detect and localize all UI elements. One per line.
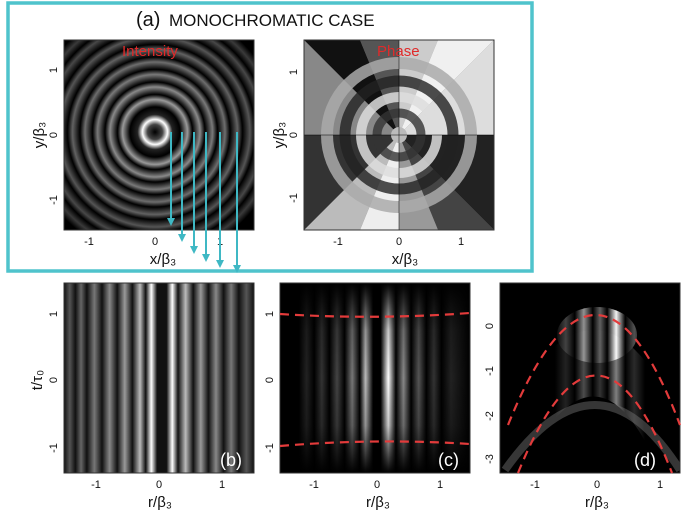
- panel-c-upper-dashed-curve: [279, 311, 471, 318]
- panel-b-x-ticks: -1 0 1: [91, 479, 225, 491]
- phase-image: [304, 40, 494, 230]
- panel-c-tag: (c): [438, 450, 459, 470]
- panel-d-tag: (d): [634, 450, 656, 470]
- phase-xlabel: x/β₃: [392, 251, 418, 268]
- panel-d-ytick: -2: [484, 411, 496, 421]
- panel-d-lower-dashed-curve: [516, 374, 674, 474]
- intensity-label: Intensity: [122, 43, 178, 60]
- phase-xtick: 1: [458, 236, 464, 248]
- panel-b-ytick: 1: [48, 311, 60, 317]
- intensity-ytick: 0: [48, 132, 60, 138]
- panel-b-ytick: -1: [48, 443, 60, 453]
- panel-c-border: [279, 282, 471, 474]
- panel-d-xlabel: r/β₃: [585, 494, 609, 511]
- phase-xtick: -1: [333, 236, 343, 248]
- intensity-ytick: 1: [48, 67, 60, 73]
- panel-c-xtick: 0: [374, 479, 380, 491]
- phase-ytick: -1: [288, 193, 300, 203]
- intensity-ylabel: y/β₃: [31, 122, 48, 148]
- panel-c-ytick: 1: [264, 311, 276, 317]
- panel-d-xtick: 1: [657, 479, 663, 491]
- panel-b-xlabel: r/β₃: [148, 494, 172, 511]
- radial-cut-arrows: [167, 132, 241, 273]
- phase-plot-border: [303, 39, 495, 231]
- panel-d-image: [500, 283, 680, 473]
- panel-c-xlabel: r/β₃: [366, 494, 390, 511]
- panel-b-xtick: 0: [156, 479, 162, 491]
- phase-label: Phase: [377, 43, 420, 60]
- intensity-xtick: 0: [152, 236, 158, 248]
- intensity-image: [64, 40, 254, 230]
- phase-ylabel: y/β₃: [271, 122, 288, 148]
- panel-b-tag: (b): [220, 450, 242, 470]
- intensity-xtick: -1: [84, 236, 94, 248]
- panel-c-lower-dashed-curve: [279, 440, 471, 448]
- panel-c-y-ticks: 1 0 -1: [264, 311, 276, 453]
- panel-b-y-ticks: 1 0 -1: [48, 311, 60, 453]
- panel-b-ylabel: t/τ₀: [29, 370, 46, 391]
- phase-x-ticks: -1 0 1: [333, 236, 464, 248]
- intensity-x-ticks: -1 0 1: [84, 236, 223, 248]
- panel-c-ytick: -1: [264, 443, 276, 453]
- phase-y-ticks: 1 0 -1: [288, 69, 300, 203]
- panel-b-image: [64, 283, 254, 473]
- panel-a-frame: [6, 1, 534, 273]
- panel-c-xtick: 1: [437, 479, 443, 491]
- panel-d-x-ticks: -1 0 1: [530, 479, 663, 491]
- panel-d-xtick: 0: [594, 479, 600, 491]
- panel-d-ytick: 0: [484, 323, 496, 329]
- panel-c-image: [280, 283, 470, 473]
- panel-a-title-letter: (a): [136, 9, 160, 31]
- panel-a-title: MONOCHROMATIC CASE: [169, 11, 375, 30]
- intensity-ytick: -1: [48, 195, 60, 205]
- intensity-plot-border: [63, 39, 255, 231]
- panel-d-y-ticks: 0 -1 -2 -3: [484, 323, 496, 464]
- intensity-xlabel: x/β₃: [150, 251, 176, 268]
- phase-xtick: 0: [396, 236, 402, 248]
- panel-b-xtick: 1: [219, 479, 225, 491]
- panel-d-ytick: -1: [484, 366, 496, 376]
- panel-b-xtick: -1: [91, 479, 101, 491]
- panel-d-border: [499, 282, 681, 474]
- intensity-y-ticks: 1 0 -1: [48, 67, 60, 205]
- panel-b-border: [63, 282, 255, 474]
- panel-d-xtick: -1: [530, 479, 540, 491]
- phase-ytick: 1: [288, 69, 300, 75]
- phase-ytick: 0: [288, 132, 300, 138]
- panel-d-ytick: -3: [484, 454, 496, 464]
- panel-c-ytick: 0: [264, 377, 276, 383]
- panel-c-xtick: -1: [309, 479, 319, 491]
- panel-b-ytick: 0: [48, 377, 60, 383]
- panel-c-x-ticks: -1 0 1: [309, 479, 443, 491]
